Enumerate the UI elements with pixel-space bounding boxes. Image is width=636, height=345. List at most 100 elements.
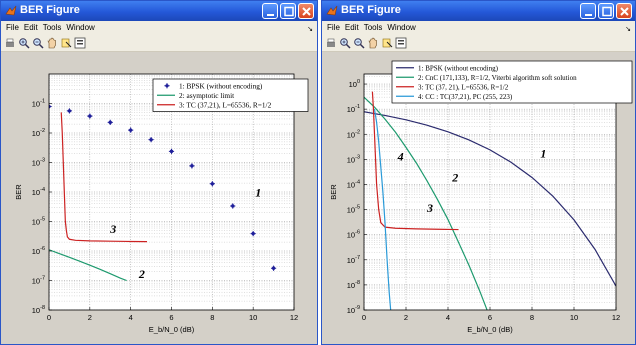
colorbar-icon[interactable]: [74, 37, 86, 49]
y-tick-exponent: -5: [40, 217, 45, 223]
zoom-in-icon[interactable]: [18, 37, 30, 49]
y-tick-exponent: -3: [355, 154, 360, 160]
y-tick-label: 10-6: [32, 246, 45, 256]
menu-edit[interactable]: Edit: [344, 23, 359, 32]
x-tick-label: 6: [169, 313, 173, 322]
x-tick-label: 6: [488, 313, 492, 322]
x-tick-label: 10: [249, 313, 257, 322]
y-tick-base: 10: [347, 281, 355, 290]
y-tick-base: 10: [347, 306, 355, 315]
series-line-4: [373, 109, 392, 310]
ber-figure-window-right[interactable]: BER Figure File Edit Tools Window ↘ 0 2 4 6 8 10…: [321, 0, 636, 345]
ber-chart-left: 0 2 4 6 8 10 1210-110-210-310-410-510-610-710-…: [14, 73, 309, 334]
y-tick-exponent: -7: [355, 255, 360, 261]
legend-box: [152, 78, 309, 112]
minimize-button[interactable]: [262, 3, 278, 19]
series-line-1: [364, 111, 616, 287]
y-tick-base: 10: [32, 277, 40, 286]
y-tick-exponent: -6: [355, 230, 360, 236]
y-tick-exponent: -5: [355, 205, 360, 211]
window-title: BER Figure: [20, 4, 80, 16]
menu-window[interactable]: Window: [66, 23, 95, 32]
y-tick-base: 10: [32, 306, 40, 315]
y-tick-base: 10: [32, 188, 40, 197]
pan-icon[interactable]: [367, 37, 379, 49]
y-tick-exponent: -6: [40, 246, 45, 252]
y-tick-base: 10: [347, 105, 355, 114]
y-tick-exponent: -3: [40, 158, 45, 164]
x-tick-label: 2: [88, 313, 92, 322]
y-tick-base: 10: [32, 247, 40, 256]
data-cursor-icon[interactable]: [381, 37, 393, 49]
zoom-out-icon[interactable]: [32, 37, 44, 49]
menu-bar: File Edit Tools Window ↘: [1, 21, 317, 35]
close-button[interactable]: [616, 3, 632, 19]
y-tick-label: 10-5: [347, 205, 360, 215]
maximize-button[interactable]: [280, 3, 296, 19]
menu-tools[interactable]: Tools: [42, 23, 62, 32]
menu-file[interactable]: File: [327, 23, 340, 32]
print-icon[interactable]: [325, 37, 337, 49]
y-tick-exponent: -7: [40, 276, 45, 282]
toolbar: [322, 35, 635, 52]
x-axis-label: E_b/N_0 (dB): [149, 325, 195, 334]
x-tick-label: 8: [210, 313, 214, 322]
y-tick-base: 10: [32, 129, 40, 138]
data-point: [128, 128, 133, 132]
legend-entry: 2: asymptotic limit: [179, 91, 234, 100]
close-button[interactable]: [298, 3, 314, 19]
menu-window[interactable]: Window: [387, 23, 416, 32]
data-point: [231, 204, 235, 208]
y-tick-label: 10-1: [32, 99, 45, 109]
y-axis-label: BER: [14, 184, 23, 200]
curve-annotation-1: 1: [255, 186, 261, 200]
pan-icon[interactable]: [46, 37, 58, 49]
print-icon[interactable]: [4, 37, 16, 49]
curve-annotation-2: 2: [451, 171, 458, 185]
data-point-marker: [49, 103, 52, 110]
title-bar[interactable]: BER Figure: [322, 1, 635, 21]
zoom-in-icon[interactable]: [339, 37, 351, 49]
menu-file[interactable]: File: [6, 23, 19, 32]
menu-overflow-icon[interactable]: ↘: [625, 26, 631, 33]
series-line-3: [371, 91, 459, 231]
zoom-out-icon[interactable]: [353, 37, 365, 49]
y-tick-label: 10-4: [347, 179, 360, 189]
maximize-icon: [602, 6, 612, 17]
maximize-icon: [284, 6, 294, 17]
y-tick-base: 10: [347, 130, 355, 139]
curve-annotation-3: 3: [109, 222, 116, 236]
data-point: [271, 266, 276, 270]
x-axis-label: E_b/N_0 (dB): [467, 325, 513, 334]
data-point: [88, 114, 92, 118]
legend-entry: 3: TC (37,21), L=65536, R=1/2: [179, 100, 272, 109]
y-tick-label: 10-3: [347, 154, 360, 164]
menu-overflow-icon[interactable]: ↘: [307, 26, 313, 33]
x-tick-label: 2: [404, 313, 408, 322]
ber-figure-window-left[interactable]: BER Figure File Edit Tools Window ↘ 0 2 4 6 8 10…: [0, 0, 318, 345]
data-point: [67, 109, 72, 113]
legend-box: [391, 60, 633, 104]
y-tick-exponent: -1: [40, 99, 45, 105]
y-tick-exponent: -8: [40, 305, 45, 311]
y-tick-label: 100: [349, 79, 360, 89]
data-point: [49, 104, 51, 109]
data-point: [251, 231, 255, 236]
data-point: [169, 149, 174, 154]
colorbar-icon[interactable]: [395, 37, 407, 49]
menu-edit[interactable]: Edit: [23, 23, 38, 32]
y-tick-label: 10-4: [32, 187, 45, 197]
maximize-button[interactable]: [598, 3, 614, 19]
y-tick-base: 10: [347, 155, 355, 164]
series-line-2: [49, 249, 127, 282]
series-line-2: [364, 96, 488, 310]
close-icon: [302, 7, 311, 16]
curve-annotation-3: 3: [426, 201, 433, 215]
y-tick-label: 10-8: [32, 305, 45, 315]
title-bar[interactable]: BER Figure: [1, 1, 317, 21]
data-cursor-icon[interactable]: [60, 37, 72, 49]
y-tick-base: 10: [347, 180, 355, 189]
menu-tools[interactable]: Tools: [363, 23, 383, 32]
minimize-button[interactable]: [580, 3, 596, 19]
y-tick-base: 10: [347, 256, 355, 265]
